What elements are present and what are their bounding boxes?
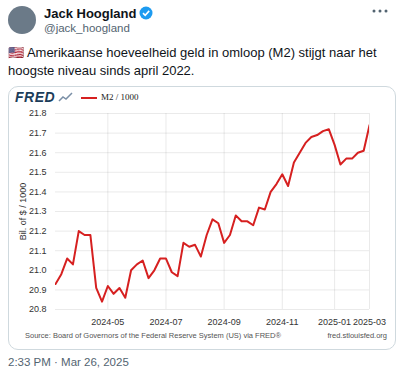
svg-text:2024-07: 2024-07 bbox=[149, 317, 182, 327]
html-text:Jack Hoogland: Jack Hoogland bbox=[44, 6, 137, 21]
svg-text:21.5: 21.5 bbox=[29, 167, 47, 177]
svg-text:20.9: 20.9 bbox=[29, 285, 47, 295]
svg-text:20.8: 20.8 bbox=[29, 304, 47, 314]
svg-text:21.8: 21.8 bbox=[29, 108, 47, 118]
svg-text:Bil. of $ / 1000: Bil. of $ / 1000 bbox=[18, 183, 28, 241]
svg-text:21.0: 21.0 bbox=[29, 265, 47, 275]
svg-text:2025-03: 2025-03 bbox=[353, 317, 386, 327]
svg-text:2025-01: 2025-01 bbox=[318, 317, 351, 327]
svg-text:21.4: 21.4 bbox=[29, 187, 47, 197]
svg-text:2024-09: 2024-09 bbox=[208, 317, 241, 327]
svg-text:21.6: 21.6 bbox=[29, 148, 47, 158]
svg-text:21.1: 21.1 bbox=[29, 246, 47, 256]
html-text:Source: Board of Governors of: Source: Board of Governors of the Federa… bbox=[25, 331, 281, 340]
svg-text:21.3: 21.3 bbox=[29, 206, 47, 216]
svg-text:2024-11: 2024-11 bbox=[266, 317, 298, 327]
html-text:@jack_hoogland: @jack_hoogland bbox=[44, 22, 130, 34]
svg-text:2024-05: 2024-05 bbox=[91, 317, 124, 327]
html-text:fred.stlouisfed.org: fred.stlouisfed.org bbox=[327, 331, 387, 340]
html-text:2:33 PM · Mar 26, 2025: 2:33 PM · Mar 26, 2025 bbox=[8, 356, 129, 368]
html-text:🇺🇸 Amerikaanse hoeveelheid gel: 🇺🇸 Amerikaanse hoeveelheid geld in omloo… bbox=[8, 45, 377, 78]
svg-text:21.2: 21.2 bbox=[29, 226, 47, 236]
html-text:FRED: FRED bbox=[15, 89, 56, 105]
svg-text:21.7: 21.7 bbox=[29, 128, 47, 138]
html-text:M2 / 1000: M2 / 1000 bbox=[101, 92, 139, 102]
